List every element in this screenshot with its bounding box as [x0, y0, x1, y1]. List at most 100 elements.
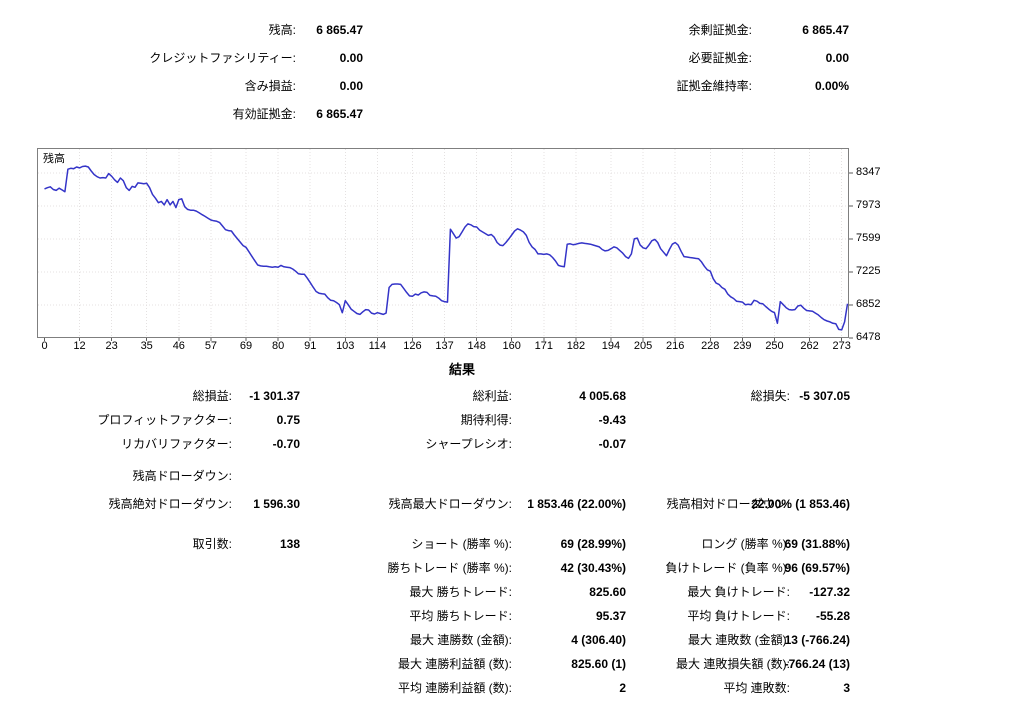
average-profit-trade-label: 平均 勝ちトレード:	[409, 609, 512, 623]
long-trades-label: ロング (勝率 %):	[701, 537, 790, 551]
x-axis-tick-label: 148	[467, 340, 486, 352]
gross-pl-label: 総損益:	[192, 389, 232, 403]
y-axis-tick-label: 6852	[856, 297, 881, 310]
profit-factor-value: 0.75	[276, 413, 300, 427]
long-trades-value: 69 (31.88%)	[784, 537, 850, 551]
total-trades-label: 取引数:	[192, 537, 232, 551]
floating-pl-label: 含み損益:	[244, 79, 296, 93]
x-axis-tick-label: 23	[105, 340, 118, 352]
x-axis-tick-label: 46	[172, 340, 185, 352]
x-axis-tick-label: 12	[73, 340, 86, 352]
max-consecutive-loss-label: 最大 連敗損失額 (数):	[676, 657, 790, 671]
y-axis-tick-label: 7973	[856, 199, 881, 211]
balance-chart: 残高 0 12 23 35 46 57 69 80 91 103 114 126 137 148 160 17…	[37, 148, 880, 352]
short-trades-value: 69 (28.99%)	[560, 537, 626, 551]
average-loss-trade-label: 平均 負けトレード:	[687, 609, 790, 623]
dd-relative-label: 残高相対ドローダウン:	[666, 497, 790, 511]
dd-maximal-label: 残高最大ドローダウン:	[388, 497, 512, 511]
x-axis-tick-label: 160	[502, 340, 521, 352]
gross-profit-label: 総利益:	[472, 389, 512, 403]
x-axis-tick-label: 91	[304, 340, 317, 352]
equity-value: 6 865.47	[316, 107, 363, 121]
largest-profit-trade-value: 825.60	[589, 585, 626, 599]
recovery-factor-value: -0.70	[272, 437, 300, 451]
total-trades-value: 138	[279, 537, 300, 551]
gross-loss-value: -5 307.05	[799, 389, 850, 403]
x-axis-tick-label: 80	[271, 340, 285, 352]
average-loss-trade-value: -55.28	[815, 609, 850, 623]
loss-trades-value: 96 (69.57%)	[784, 561, 850, 575]
x-axis-tick-label: 262	[800, 340, 819, 352]
x-axis-tick-label: 103	[336, 340, 355, 352]
x-axis-tick-label: 228	[701, 340, 720, 352]
credit-facility-value: 0.00	[339, 51, 363, 65]
free-margin-value: 6 865.47	[802, 23, 849, 37]
recovery-factor-label: リカバリファクター:	[121, 437, 232, 451]
average-profit-trade-value: 95.37	[595, 609, 626, 623]
x-axis-tick-label: 35	[140, 340, 153, 352]
x-axis-tick-label: 194	[601, 340, 621, 352]
average-consecutive-losses-value: 3	[843, 681, 850, 695]
margin-value: 0.00	[825, 51, 849, 65]
sharpe-ratio-label: シャープレシオ:	[425, 437, 512, 451]
average-consecutive-wins-label: 平均 連勝利益額 (数):	[398, 681, 512, 695]
largest-loss-trade-label: 最大 負けトレード:	[687, 585, 790, 599]
balance-drawdown-header: 残高ドローダウン:	[132, 469, 232, 483]
short-trades-label: ショート (勝率 %):	[411, 537, 512, 551]
credit-facility-label: クレジットファシリティー:	[149, 51, 296, 65]
y-axis-tick-label: 8347	[856, 165, 881, 178]
gross-profit-value: 4 005.68	[579, 389, 626, 403]
dd-relative-value: 22.00% (1 853.46)	[751, 497, 850, 511]
margin-label: 必要証拠金:	[688, 51, 752, 65]
profit-trades-label: 勝ちトレード (勝率 %):	[387, 561, 512, 575]
profit-factor-label: プロフィットファクター:	[97, 413, 232, 427]
x-axis-tick-label: 216	[666, 340, 685, 352]
margin-level-value: 0.00%	[814, 79, 849, 93]
x-axis-tick-label: 182	[566, 340, 586, 352]
max-consecutive-wins-label: 最大 連勝数 (金額):	[410, 633, 512, 647]
x-axis-tick-label: 137	[435, 340, 454, 352]
profit-trades-value: 42 (30.43%)	[560, 561, 626, 575]
chart-legend-label: 残高	[43, 153, 65, 165]
x-axis-tick-label: 273	[832, 340, 851, 352]
dd-absolute-label: 残高絶対ドローダウン:	[108, 497, 232, 511]
x-axis-tick-label: 69	[239, 340, 253, 352]
dd-absolute-value: 1 596.30	[253, 497, 300, 511]
x-axis-tick-label: 0	[41, 340, 48, 352]
y-axis-tick-label: 6478	[856, 331, 881, 343]
x-axis-tick-label: 205	[633, 340, 653, 352]
equity-label: 有効証拠金:	[232, 107, 296, 121]
expected-payoff-label: 期待利得:	[460, 413, 512, 427]
x-axis-tick-label: 250	[765, 340, 784, 352]
max-consecutive-profit-label: 最大 連勝利益額 (数):	[398, 657, 512, 671]
balance-value: 6 865.47	[316, 23, 363, 37]
max-consecutive-losses-value: 13 (-766.24)	[784, 633, 850, 647]
x-axis-tick-label: 171	[534, 340, 553, 352]
dd-maximal-value: 1 853.46 (22.00%)	[527, 497, 626, 511]
x-axis-tick-label: 114	[368, 340, 387, 352]
x-axis-tick-label: 126	[403, 340, 422, 352]
largest-loss-trade-value: -127.32	[809, 585, 850, 599]
y-axis-tick-label: 7225	[856, 265, 881, 278]
max-consecutive-loss-value: -766.24 (13)	[784, 657, 850, 671]
x-axis-tick-label: 57	[204, 340, 218, 352]
gross-loss-label: 総損失:	[750, 389, 790, 403]
loss-trades-label: 負けトレード (負率 %):	[665, 561, 790, 575]
x-axis-tick-label: 239	[733, 340, 752, 352]
balance-label: 残高:	[268, 23, 296, 37]
results-title: 結果	[448, 362, 475, 377]
y-axis-tick-label: 7599	[856, 232, 881, 245]
max-consecutive-profit-value: 825.60 (1)	[571, 657, 626, 671]
gross-pl-value: -1 301.37	[249, 389, 300, 403]
max-consecutive-wins-value: 4 (306.40)	[571, 633, 626, 647]
average-consecutive-wins-value: 2	[619, 681, 626, 695]
free-margin-label: 余剰証拠金:	[688, 23, 752, 37]
sharpe-ratio-value: -0.07	[598, 437, 626, 451]
average-consecutive-losses-label: 平均 連敗数:	[723, 681, 790, 695]
max-consecutive-losses-label: 最大 連敗数 (金額):	[688, 633, 790, 647]
expected-payoff-value: -9.43	[598, 413, 626, 427]
margin-level-label: 証拠金維持率:	[676, 79, 752, 93]
largest-profit-trade-label: 最大 勝ちトレード:	[409, 585, 512, 599]
floating-pl-value: 0.00	[339, 79, 363, 93]
